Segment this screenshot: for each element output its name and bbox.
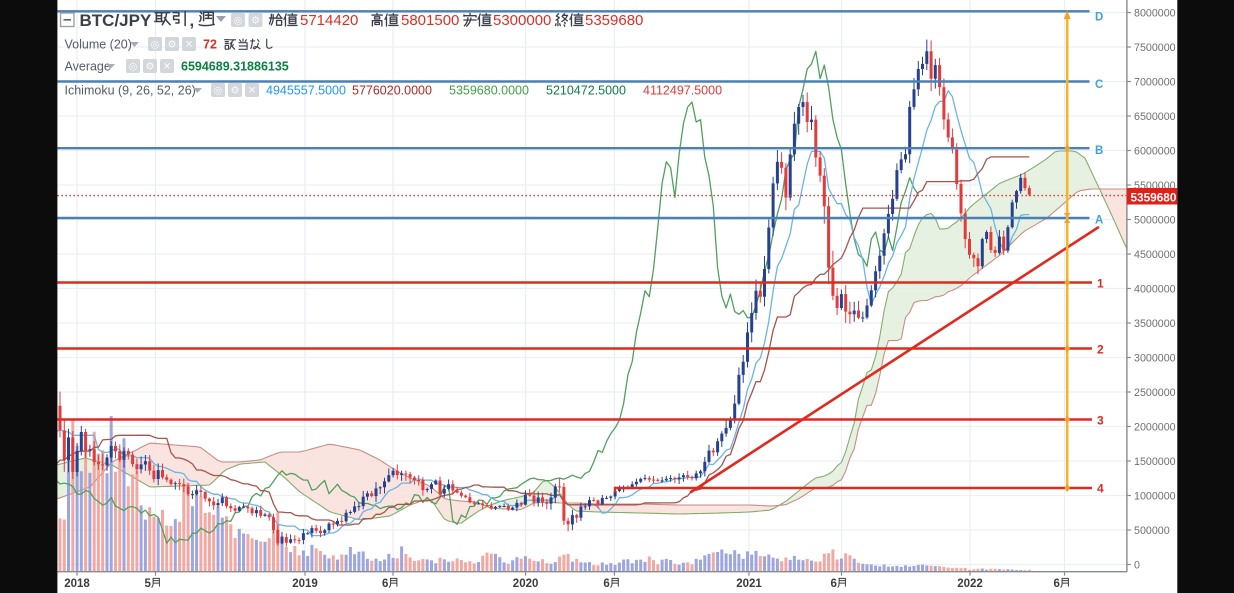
- svg-text:1000000: 1000000: [1134, 491, 1176, 503]
- svg-text:6: 6: [603, 578, 609, 590]
- svg-text:5359680: 5359680: [585, 12, 643, 29]
- svg-text:◎: ◎: [214, 86, 223, 97]
- svg-text:◎: ◎: [129, 62, 138, 73]
- svg-text:6000000: 6000000: [1134, 146, 1176, 158]
- svg-text:8000000: 8000000: [1134, 8, 1176, 20]
- svg-text:Ichimoku (9, 26, 52, 26): Ichimoku (9, 26, 52, 26): [65, 84, 196, 98]
- svg-text:5210472.5000: 5210472.5000: [546, 84, 626, 98]
- svg-text:✕: ✕: [163, 62, 171, 73]
- svg-text:2018: 2018: [64, 578, 90, 590]
- svg-text:4000000: 4000000: [1134, 284, 1176, 296]
- svg-text:Average: Average: [65, 60, 111, 74]
- svg-text:2500000: 2500000: [1134, 387, 1176, 399]
- svg-text:6594689.31886135: 6594689.31886135: [181, 60, 289, 74]
- svg-text:BTC/JPY: BTC/JPY: [80, 11, 152, 30]
- svg-text:◎: ◎: [151, 40, 160, 51]
- svg-text:⚙: ⚙: [251, 16, 260, 27]
- svg-text:✕: ✕: [248, 86, 256, 97]
- svg-text:6: 6: [831, 578, 837, 590]
- svg-text:2020: 2020: [513, 578, 539, 590]
- svg-text:⚙: ⚙: [231, 86, 240, 97]
- svg-text:D: D: [1095, 12, 1103, 24]
- svg-text:4500000: 4500000: [1134, 249, 1176, 261]
- svg-text:7000000: 7000000: [1134, 77, 1176, 89]
- svg-text:B: B: [1095, 145, 1103, 157]
- svg-text:0: 0: [1134, 560, 1140, 572]
- svg-text:3000000: 3000000: [1134, 353, 1176, 365]
- svg-text:4945557.5000: 4945557.5000: [266, 84, 346, 98]
- svg-text:⚙: ⚙: [146, 62, 155, 73]
- svg-text:◎: ◎: [234, 16, 243, 27]
- svg-text:2000000: 2000000: [1134, 422, 1176, 434]
- svg-text:4112497.5000: 4112497.5000: [643, 84, 722, 98]
- svg-text:2: 2: [1097, 343, 1104, 357]
- svg-text:2021: 2021: [736, 578, 762, 590]
- svg-text:5000000: 5000000: [1134, 215, 1176, 227]
- svg-text:Volume (20): Volume (20): [65, 38, 132, 52]
- svg-text:C: C: [1095, 79, 1103, 91]
- svg-text:6: 6: [1054, 578, 1060, 590]
- svg-text:A: A: [1095, 215, 1103, 227]
- svg-text:2019: 2019: [292, 578, 318, 590]
- svg-text:5300000: 5300000: [493, 12, 551, 29]
- svg-text:4: 4: [1097, 482, 1104, 496]
- svg-text:5359680: 5359680: [1131, 191, 1177, 205]
- svg-text:5714420: 5714420: [300, 12, 358, 29]
- svg-text:1500000: 1500000: [1134, 456, 1176, 468]
- svg-text:1: 1: [1097, 277, 1104, 291]
- svg-text:6: 6: [382, 578, 388, 590]
- svg-text:3500000: 3500000: [1134, 318, 1176, 330]
- svg-text:5776020.0000: 5776020.0000: [352, 84, 432, 98]
- svg-text:3: 3: [1097, 414, 1104, 428]
- svg-text:72: 72: [203, 38, 217, 52]
- svg-text:⚙: ⚙: [168, 40, 177, 51]
- svg-text:5359680.0000: 5359680.0000: [449, 84, 529, 98]
- svg-text:✕: ✕: [185, 40, 193, 51]
- svg-text:5: 5: [145, 578, 152, 590]
- svg-text:6500000: 6500000: [1134, 111, 1176, 123]
- svg-text:,: ,: [190, 11, 195, 30]
- svg-text:500000: 500000: [1134, 525, 1170, 537]
- svg-text:2022: 2022: [957, 578, 983, 590]
- svg-text:7500000: 7500000: [1134, 42, 1176, 54]
- svg-text:5801500: 5801500: [401, 12, 459, 29]
